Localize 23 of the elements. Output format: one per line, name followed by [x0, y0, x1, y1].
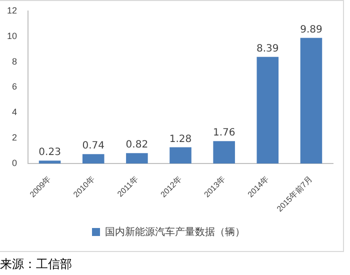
bar [300, 38, 322, 164]
y-tick-label: 10 [6, 30, 18, 41]
y-tick-label: 2 [12, 132, 18, 143]
y-tick-label: 6 [12, 82, 18, 92]
legend-label: 国内新能源汽车产量数据（辆） [105, 226, 245, 238]
data-label: 8.39 [256, 43, 279, 54]
source-note: 来源：工信部 [0, 256, 72, 273]
y-tick-label: 8 [12, 56, 18, 66]
y-tick-label: 4 [12, 107, 18, 118]
data-label: 9.89 [300, 24, 322, 36]
bar [213, 141, 235, 164]
bar [170, 147, 192, 164]
y-tick-label: 0 [12, 158, 18, 168]
bar [82, 154, 104, 164]
bar [38, 160, 61, 164]
y-tick-label: 12 [6, 5, 18, 16]
bar [256, 56, 279, 164]
data-label: 0.23 [38, 147, 61, 158]
data-label: 0.82 [126, 140, 148, 151]
data-label: 1.28 [169, 134, 192, 145]
data-label: 0.74 [82, 140, 104, 152]
data-label: 1.76 [212, 128, 236, 139]
bar [126, 153, 148, 164]
